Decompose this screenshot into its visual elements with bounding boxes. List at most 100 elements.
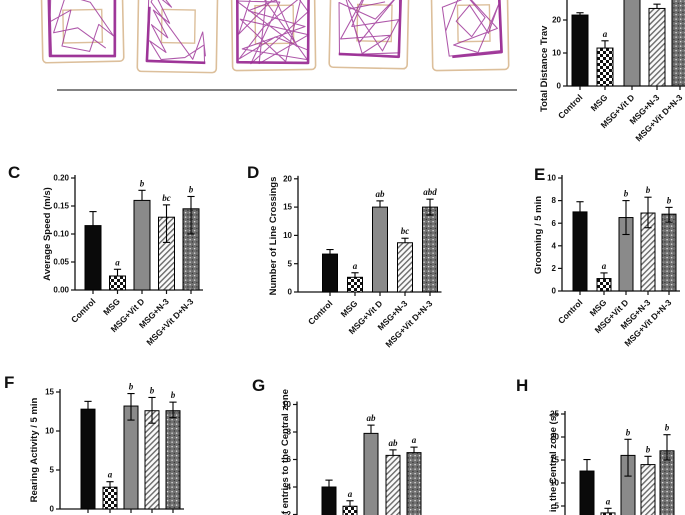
significance-annotation: a xyxy=(412,435,417,445)
bar-Control xyxy=(321,486,337,515)
arena-outer-border xyxy=(430,0,510,72)
arena-central-zone-border xyxy=(62,8,104,44)
bar-MSG xyxy=(342,505,358,515)
y-axis-label: Total Distance Trav xyxy=(539,25,550,112)
panel-letter-E: E xyxy=(534,165,546,184)
x-category-label: Control xyxy=(306,298,334,326)
y-tick-label: 10 xyxy=(282,400,291,409)
y-tick-label: 10 xyxy=(547,174,556,183)
bar-MSG+N-3 xyxy=(385,454,401,515)
significance-annotation: b xyxy=(646,185,651,195)
x-category-label: MSG xyxy=(589,92,610,113)
bar-MSG+Vit D xyxy=(372,206,388,293)
bar-Control xyxy=(571,14,589,87)
arena-outer-border xyxy=(136,0,219,74)
significance-annotation: b xyxy=(665,423,670,433)
y-axis-label: of entries to the Central zone xyxy=(280,389,291,515)
arena-track-msg xyxy=(136,0,219,74)
y-axis-label: Average Speed (m/s) xyxy=(42,187,53,281)
bar-charts: 0102030Total Distance TravControlaMSGMSG… xyxy=(29,0,685,515)
bar-MSG+Vit D+N-3 xyxy=(661,213,677,292)
y-tick-label: 0.15 xyxy=(53,202,69,211)
bar-MSG+N-3 xyxy=(397,242,413,293)
bar-MSG+N-3 xyxy=(648,7,666,87)
y-tick-label: 5 xyxy=(555,502,560,511)
trace-perimeter-path xyxy=(49,0,117,57)
y-tick-label: 0.20 xyxy=(53,174,69,183)
y-tick-label: 0 xyxy=(288,288,293,297)
bar-MSG xyxy=(596,47,614,87)
y-tick-label: 15 xyxy=(550,456,559,465)
y-tick-label: 20 xyxy=(552,16,561,25)
x-category-label: MSG xyxy=(339,298,360,319)
y-tick-label: 4 xyxy=(287,483,292,492)
y-tick-label: 25 xyxy=(550,410,559,419)
bar-Control xyxy=(80,408,96,510)
panel-letter-D: D xyxy=(247,163,260,182)
arena-track-msg-vitd xyxy=(230,0,317,72)
trace-path xyxy=(147,0,207,63)
significance-annotation: a xyxy=(115,257,120,267)
y-tick-label: 15 xyxy=(283,203,292,212)
significance-annotation: b xyxy=(140,178,145,188)
trace-path xyxy=(442,0,501,56)
y-tick-label: 0.10 xyxy=(53,230,69,239)
significance-annotation: b xyxy=(150,385,155,395)
x-category-label: MSG xyxy=(101,296,122,317)
panel-letter-F: F xyxy=(4,373,15,392)
bar-MSG xyxy=(102,486,118,510)
arena-track-msg-n3 xyxy=(328,0,410,70)
y-axis-label: e in the Central zone (s) xyxy=(548,413,559,515)
trace-perimeter-path xyxy=(451,0,502,57)
significance-annotation: a xyxy=(606,496,611,506)
significance-annotation: ab xyxy=(376,189,386,199)
y-tick-label: 6 xyxy=(552,219,557,228)
y-tick-label: 5 xyxy=(50,466,55,475)
arena-central-zone-border xyxy=(356,3,393,43)
y-tick-label: 15 xyxy=(45,388,54,397)
y-tick-label: 0.05 xyxy=(53,258,69,267)
significance-annotation: a xyxy=(602,261,607,271)
trace-perimeter-path xyxy=(236,0,309,64)
bar-MSG xyxy=(596,278,612,292)
bar-MSG+Vit D+N-3 xyxy=(165,410,181,510)
trace-path xyxy=(49,0,115,57)
bar-MSG+N-3 xyxy=(144,410,160,510)
significance-annotation: b xyxy=(129,382,134,392)
significance-annotation: b xyxy=(624,189,629,199)
y-tick-label: 20 xyxy=(283,174,292,183)
arena-outer-border xyxy=(40,0,125,64)
x-category-label: Control xyxy=(556,92,584,120)
y-tick-label: 0 xyxy=(50,505,55,514)
panel-letter-H: H xyxy=(516,376,529,395)
significance-annotation: a xyxy=(108,470,113,480)
arena-central-zone-border xyxy=(456,4,491,43)
chart-panel-H: 0510152025e in the Central zone (s)Contr… xyxy=(548,410,675,515)
y-tick-label: 0 xyxy=(552,287,557,296)
y-axis-label: Number of Line Crossings xyxy=(268,177,279,296)
bar-MSG+N-3 xyxy=(640,464,656,515)
arena-outer-border xyxy=(230,0,317,72)
y-axis-label: Rearing Activity / 5 min xyxy=(29,397,40,502)
significance-annotation: bc xyxy=(162,193,171,203)
bar-MSG+Vit D xyxy=(623,0,641,87)
significance-annotation: a xyxy=(348,489,353,499)
arena-outer-border xyxy=(328,0,410,70)
bar-MSG+Vit D xyxy=(363,432,379,515)
y-axis-label: Grooming / 5 min xyxy=(533,196,544,274)
bar-Control xyxy=(322,253,338,293)
y-tick-label: 10 xyxy=(552,49,561,58)
y-tick-label: 5 xyxy=(288,259,293,268)
significance-annotation: b xyxy=(171,390,176,400)
bar-MSG+Vit D xyxy=(133,199,151,291)
y-tick-label: 8 xyxy=(552,196,557,205)
y-tick-label: 20 xyxy=(550,433,559,442)
y-tick-label: 2 xyxy=(287,510,292,515)
y-tick-label: 10 xyxy=(45,427,54,436)
significance-annotation: b xyxy=(646,444,651,454)
significance-annotation: a xyxy=(353,261,358,271)
bar-MSG xyxy=(109,275,126,291)
